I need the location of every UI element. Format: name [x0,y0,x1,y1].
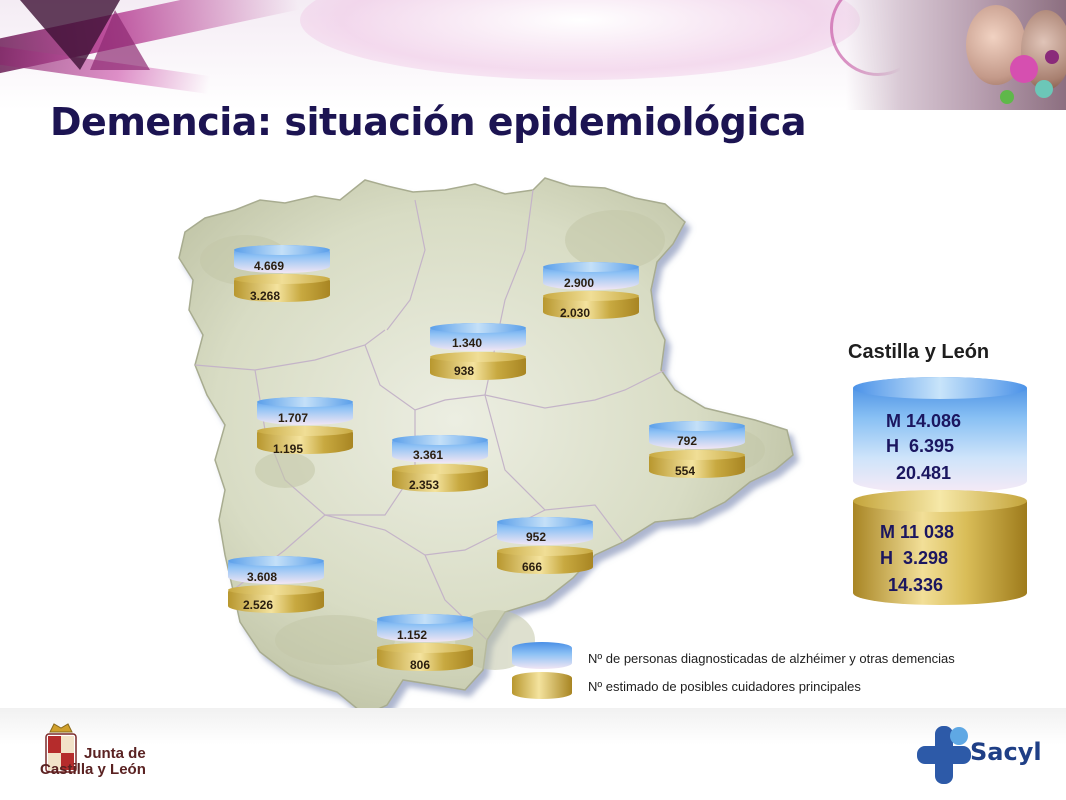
decorative-shard [90,10,150,70]
header-banner [0,0,1066,110]
diagnosed-value: 3.361 [413,448,444,462]
footer-bar [0,708,1066,800]
caregivers-value: 2.353 [409,478,440,492]
caregivers-total: 14.336 [888,575,944,595]
province-cylinder-segovia: 952 666 [497,517,593,575]
diagnosed-value: 1.340 [452,336,483,350]
caregivers-segment [392,464,488,492]
legend-cylinder [512,642,572,700]
legend-diagnosed-label: Nº de personas diagnosticadas de alzhéim… [588,651,955,666]
province-cylinder-leon: 4.669 3.268 [234,245,330,303]
diagnosed-value: 3.608 [247,570,278,584]
caregivers-value: 2.526 [243,598,274,612]
province-cylinder-avila: 1.152 806 [377,614,473,672]
diagnosed-value: 952 [526,530,547,544]
caregivers-value: 806 [410,658,431,672]
province-cylinder-valladolid: 3.361 2.353 [392,435,488,493]
caregivers-segment [543,291,639,319]
caregivers-segment [497,546,593,574]
junta-line-1: Junta de [84,745,146,762]
junta-line-2: Castilla y León [40,761,146,778]
caregivers-segment [234,274,330,302]
caregivers-value: 666 [522,560,543,574]
page-title: Demencia: situación epidemiológica [50,100,807,144]
diagnosed-women: M 14.086 [886,411,962,431]
diagnosed-segment [853,377,1027,493]
sacyl-logo-mark [917,726,971,784]
province-cylinder-soria: 792 554 [649,421,745,479]
region-title: Castilla y León [848,341,990,363]
diagnosed-value: 2.900 [564,276,595,290]
caregivers-women: M 11 038 [880,522,955,542]
junta-logo-text: Junta de Castilla y León [40,745,146,778]
caregivers-segment [649,450,745,478]
diagnosed-men: H 6.395 [886,436,955,456]
decorative-dot [1000,90,1014,104]
diagnosed-value: 1.152 [397,628,428,642]
diagnosed-segment [228,556,324,584]
legend-caregivers-label: Nº estimado de posibles cuidadores princ… [588,679,861,694]
caregivers-segment [853,490,1027,605]
caregivers-segment [377,643,473,671]
sacyl-logo-text: Sacyl [970,738,1042,766]
decorative-dot [1010,55,1038,83]
province-cylinder-salamanca: 3.608 2.526 [228,556,324,614]
decorative-dot [1035,80,1053,98]
diagnosed-segment [234,245,330,273]
diagnosed-value: 4.669 [254,259,285,273]
caregivers-segment [257,426,353,454]
decorative-dot [1045,50,1059,64]
diagnosed-segment [392,435,488,463]
decorative-glow [300,0,860,80]
caregivers-value: 554 [675,464,696,478]
caregivers-segment [430,352,526,380]
region-total-cylinder: M 14.086 H 6.395 20.481 M 11 038 H 3.298… [853,377,1027,605]
diagnosed-value: 1.707 [278,411,309,425]
caregivers-value: 1.195 [273,442,304,456]
province-cylinder-zamora: 1.707 1.195 [257,397,353,456]
diagnosed-segment [543,262,639,290]
diagnosed-segment [257,397,353,425]
legend-diagnosed-swatch [512,642,572,669]
diagnosed-segment [649,421,745,449]
legend-caregivers-swatch [512,672,572,699]
junta-castilla-y-leon-logo [45,723,77,773]
caregivers-value: 3.268 [250,289,281,303]
diagnosed-total: 20.481 [896,463,952,483]
caregivers-value: 2.030 [560,306,591,320]
caregivers-value: 938 [454,364,475,378]
province-cylinder-burgos: 2.900 2.030 [543,262,639,320]
diagnosed-segment [497,517,593,545]
caregivers-men: H 3.298 [880,548,949,568]
diagnosed-value: 792 [677,434,698,448]
diagnosed-segment [430,323,526,351]
province-cylinder-palencia: 1.340 938 [430,323,526,381]
caregivers-segment [228,585,324,613]
diagnosed-segment [377,614,473,642]
